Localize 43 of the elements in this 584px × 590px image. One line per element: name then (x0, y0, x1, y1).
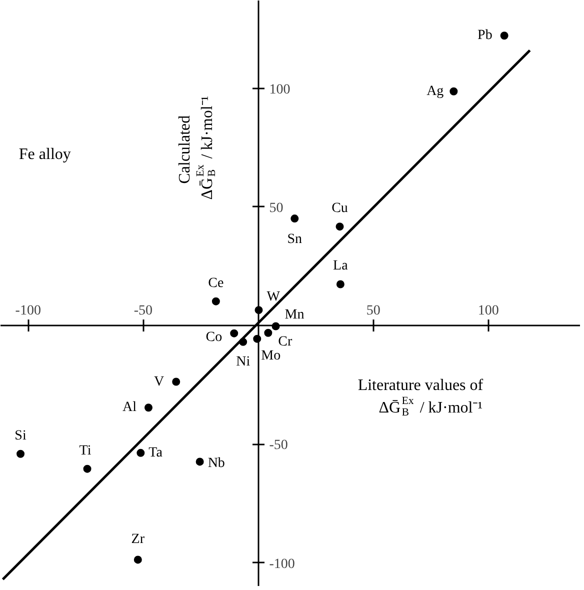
point (336, 280, 344, 288)
series-label: Si (14, 428, 26, 444)
series-label: Mo (261, 348, 281, 364)
series-label: Ni (236, 354, 250, 370)
series-label: Sn (287, 232, 302, 248)
point (264, 328, 272, 337)
point (172, 378, 180, 386)
x-tick-label: -100 (15, 304, 41, 319)
point (500, 32, 508, 40)
x-tick-label: -50 (134, 304, 153, 319)
y-tick-label: 100 (269, 82, 290, 98)
series-label: Nb (208, 456, 225, 472)
point (16, 450, 25, 458)
series-label: Cu (332, 201, 348, 216)
series-label: Cr (278, 334, 293, 350)
point (83, 464, 92, 473)
annotation: Fe alloy (18, 146, 71, 164)
point (450, 87, 458, 96)
point (212, 297, 220, 306)
series-label: V (154, 374, 164, 390)
series-label: Ce (208, 276, 224, 291)
point (336, 222, 344, 231)
series-label: La (333, 258, 349, 274)
point (136, 448, 145, 457)
x-tick-label: 100 (478, 304, 499, 319)
point (230, 329, 238, 338)
y-tick-label: 50 (269, 200, 284, 216)
series-label: Ag (426, 84, 444, 99)
series-label: Ta (148, 445, 164, 460)
point (134, 556, 142, 564)
series-label: Co (206, 330, 222, 345)
point (144, 404, 152, 412)
series-label: W (266, 290, 281, 305)
series-label: Al (122, 400, 137, 416)
series-label: Mn (284, 308, 304, 323)
y-tick-label: -50 (269, 438, 288, 454)
series-label: Pb (478, 28, 492, 44)
series-label: Zr (131, 532, 145, 548)
series-label: Ti (79, 443, 92, 458)
point (290, 214, 299, 223)
point (196, 458, 204, 466)
y-tick-label: -100 (269, 556, 295, 572)
x-tick-label: 50 (366, 304, 380, 319)
